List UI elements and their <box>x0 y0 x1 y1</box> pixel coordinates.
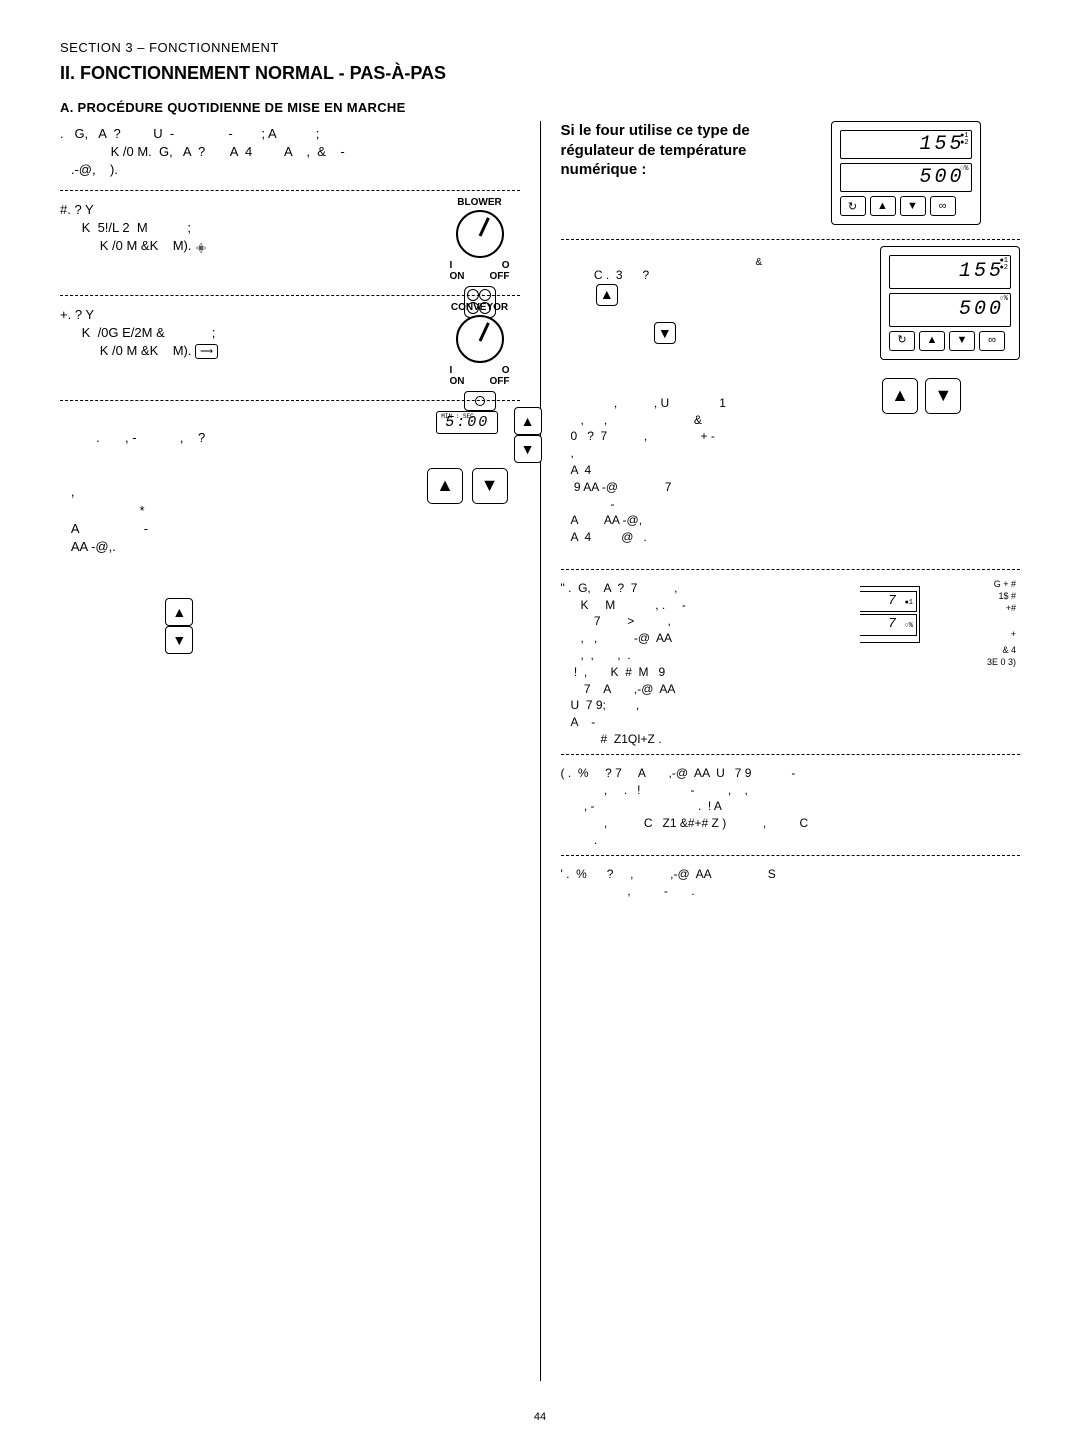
half-controller: 7 ●1 7 ○% <box>860 586 920 643</box>
controller-intro: Si le four utilise ce type de régulateur… <box>561 121 821 180</box>
subheading-a: A. PROCÉDURE QUOTIDIENNE DE MISE EN MARC… <box>60 100 1020 115</box>
temp-controller: 155 ●1●2 500 ○% ↻ ▲ ▼ ∞ <box>831 121 981 225</box>
step-3-body: K /0G E/2M & ; K /0 M &K M). <box>60 325 215 358</box>
step-e: ( . % ? 7 A ,-@ AA U 7 9 - , . ! - , , ,… <box>561 761 1021 853</box>
controller-display-top: 155 ●1●2 <box>840 130 972 159</box>
step-4-text: . , - , ? , * A - AA -@,. <box>60 430 205 554</box>
step-c-down-icon: ▼ <box>654 322 676 344</box>
fan-glyph-icon <box>195 242 207 254</box>
step-d: " . G, A ? 7 , K M , . - 7 > , , , -@ AA… <box>561 576 1021 752</box>
timer-label: MIN : SEC <box>441 413 473 420</box>
step-1: . G, A ? U - - ; A ; K /0 M. G, A ? A 4 … <box>60 121 520 188</box>
step-c-head: C . 3 ? <box>594 268 649 282</box>
conveyor-control: CONVEYOR I O ON OFF <box>450 302 510 411</box>
step-2-body: K 5!/L 2 M ; K /0 M &K M). <box>60 220 191 253</box>
io-o-2: O <box>502 365 510 376</box>
io-i: I <box>450 260 453 271</box>
temp-controller-2: 155 ●1●2 500 ○% ↻ ▲ ▼ ∞ <box>880 246 1020 360</box>
section-header: SECTION 3 – FONCTIONNEMENT <box>60 40 1020 55</box>
on-label: ON <box>450 271 465 282</box>
right-column: Si le four utilise ce type de régulateur… <box>561 121 1021 1381</box>
step-c-ann-amp: & <box>756 256 763 270</box>
annotation-plus: + <box>1011 628 1016 641</box>
controller-infinity-button[interactable]: ∞ <box>930 196 956 216</box>
step-f: ' . % ? , ,-@ AA S , - . <box>561 862 1021 904</box>
step-c-up-icon: ▲ <box>596 284 618 306</box>
controller-up-button[interactable]: ▲ <box>870 196 896 216</box>
controller2-big-up[interactable]: ▲ <box>882 378 918 414</box>
half-display-bot: 7 ○% <box>860 614 917 636</box>
controller2-display-bottom: 500 ○% <box>889 293 1011 327</box>
blower-control: BLOWER I O ON OFF <box>450 197 510 318</box>
step-2-head: #. ? Y <box>60 202 94 217</box>
controller2-down-button[interactable]: ▼ <box>949 331 975 351</box>
down-button-lcd[interactable]: ▼ <box>514 435 542 463</box>
annotation-plushash: +# <box>1006 602 1016 615</box>
controller-down-button[interactable]: ▼ <box>900 196 926 216</box>
controller-cycle-button[interactable]: ↻ <box>840 196 866 216</box>
controller2-display-top: 155 ●1●2 <box>889 255 1011 289</box>
up-button-big[interactable]: ▲ <box>427 468 463 504</box>
conveyor-label: CONVEYOR <box>450 302 510 313</box>
step-4: . , - , ? , * A - AA -@,. ▲ ▼ <box>60 407 260 723</box>
timer-display: MIN : SEC 5:00 <box>436 411 498 434</box>
off-label: OFF <box>490 271 510 282</box>
timer-cluster: MIN : SEC 5:00 ▲ ▼ ▲ ▼ <box>425 411 509 508</box>
down-button-small[interactable]: ▼ <box>165 626 193 654</box>
controller2-infinity-button[interactable]: ∞ <box>979 331 1005 351</box>
up-button-small[interactable]: ▲ <box>165 598 193 626</box>
blower-label: BLOWER <box>450 197 510 208</box>
step-c-body: , , U 1 , , & 0 ? 7 , + - , A 4 9 AA -@ … <box>561 396 726 544</box>
up-button-lcd[interactable]: ▲ <box>514 407 542 435</box>
conveyor-dial[interactable] <box>456 315 504 363</box>
annotation-3e: 3E 0 3) <box>987 656 1016 669</box>
controller2-cycle-button[interactable]: ↻ <box>889 331 915 351</box>
annotation-g: G + # <box>994 578 1016 591</box>
on-label-2: ON <box>450 376 465 387</box>
step-d-body: " . G, A ? 7 , K M , . - 7 > , , , -@ AA… <box>561 580 801 748</box>
page-title: II. FONCTIONNEMENT NORMAL - PAS-À-PAS <box>60 63 1020 84</box>
io-i-2: I <box>450 365 453 376</box>
down-button-big[interactable]: ▼ <box>472 468 508 504</box>
off-label-2: OFF <box>490 376 510 387</box>
io-o: O <box>502 260 510 271</box>
controller2-big-down[interactable]: ▼ <box>925 378 961 414</box>
annotation-1s: 1$ # <box>998 590 1016 603</box>
page-number: 44 <box>534 1411 546 1423</box>
controller-display-bottom: 500 ○% <box>840 163 972 192</box>
blower-dial[interactable] <box>456 210 504 258</box>
step-c: C . 3 ? ▲ ▼ & , , U 1 , , & 0 ? 7 , + - … <box>561 246 1021 567</box>
step-3-head: +. ? Y <box>60 307 94 322</box>
controller2-up-button[interactable]: ▲ <box>919 331 945 351</box>
column-divider <box>540 121 541 1381</box>
conveyor-glyph-icon: ⟶ <box>195 344 218 359</box>
left-column: . G, A ? U - - ; A ; K /0 M. G, A ? A 4 … <box>60 121 520 1381</box>
annotation-amp4: & 4 <box>1002 644 1016 657</box>
half-display-top: 7 ●1 <box>860 591 917 613</box>
